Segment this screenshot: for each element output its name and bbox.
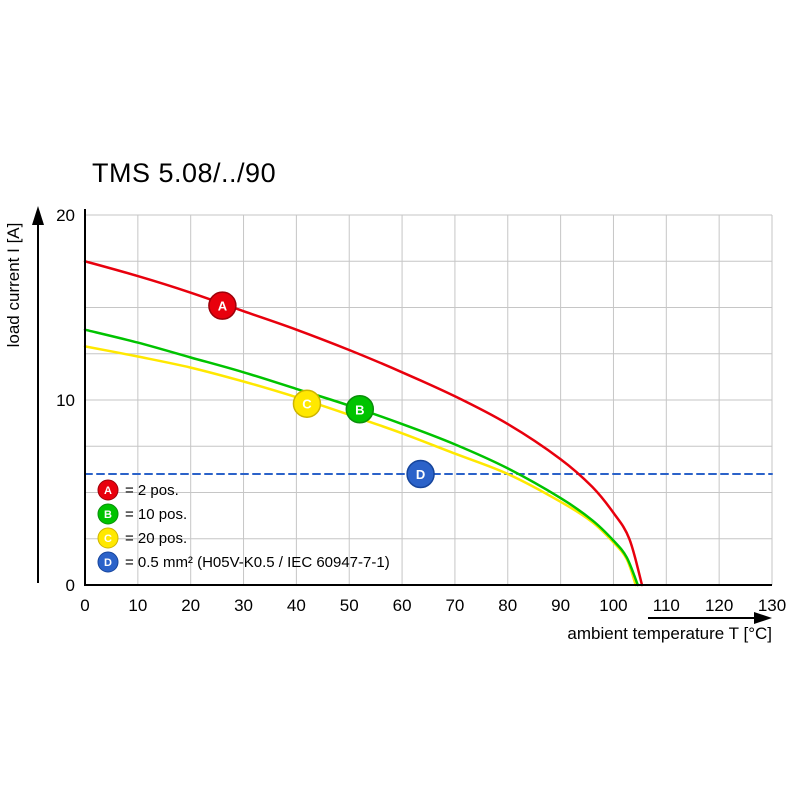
series-C-curve: [83, 345, 637, 587]
x-tick-label: 20: [181, 596, 200, 615]
y-axis-label: load current I [A]: [4, 222, 23, 348]
y-tick-label: 10: [56, 391, 75, 410]
marker-B: [345, 395, 375, 424]
legend-letter-C: C: [104, 533, 112, 545]
x-tick-label: 120: [705, 596, 733, 615]
x-axis-label: ambient temperature T [°C]: [567, 624, 772, 643]
x-tick-label: 40: [287, 596, 306, 615]
x-tick-label: 100: [599, 596, 627, 615]
legend-label-B: = 10 pos.: [125, 506, 187, 523]
legend-swatch-C: [97, 527, 119, 549]
x-axis-arrowhead-icon: [754, 612, 772, 624]
y-tick-label: 20: [56, 206, 75, 225]
x-tick-label: 110: [653, 596, 680, 615]
legend-letter-B: B: [104, 509, 112, 521]
legend-label-A: = 2 pos.: [125, 482, 179, 499]
x-tick-label: 80: [498, 596, 517, 615]
series-B-curve: [83, 328, 640, 587]
x-tick-label: 30: [234, 596, 253, 615]
y-tick-label: 0: [66, 576, 75, 595]
chart-title: TMS 5.08/../90: [92, 158, 277, 188]
legend-letter-D: D: [104, 557, 112, 569]
marker-A: [208, 291, 237, 320]
x-tick-label: 130: [758, 596, 786, 615]
x-tick-label: 70: [445, 596, 464, 615]
legend-swatch-D: [97, 551, 119, 573]
legend-label-C: = 20 pos.: [125, 530, 187, 547]
marker-D-letter: D: [416, 467, 425, 482]
legend-swatch-B: [97, 503, 119, 525]
series-A-curve: [83, 260, 644, 587]
x-tick-label: 10: [128, 596, 147, 615]
legend-label-D: = 0.5 mm² (H05V-K0.5 / IEC 60947-7-1): [125, 554, 390, 571]
marker-B-letter: B: [355, 402, 364, 417]
marker-C-letter: C: [302, 397, 312, 412]
marker-C: [292, 389, 322, 418]
x-tick-label: 90: [551, 596, 570, 615]
marker-D: [406, 459, 435, 489]
legend-letter-A: A: [104, 485, 112, 497]
x-tick-label: 0: [80, 596, 89, 615]
marker-A-letter: A: [218, 299, 228, 314]
x-tick-label: 50: [340, 596, 359, 615]
x-tick-label: 60: [393, 596, 412, 615]
legend-swatch-A: [97, 479, 119, 501]
y-axis-arrowhead-icon: [32, 206, 44, 225]
